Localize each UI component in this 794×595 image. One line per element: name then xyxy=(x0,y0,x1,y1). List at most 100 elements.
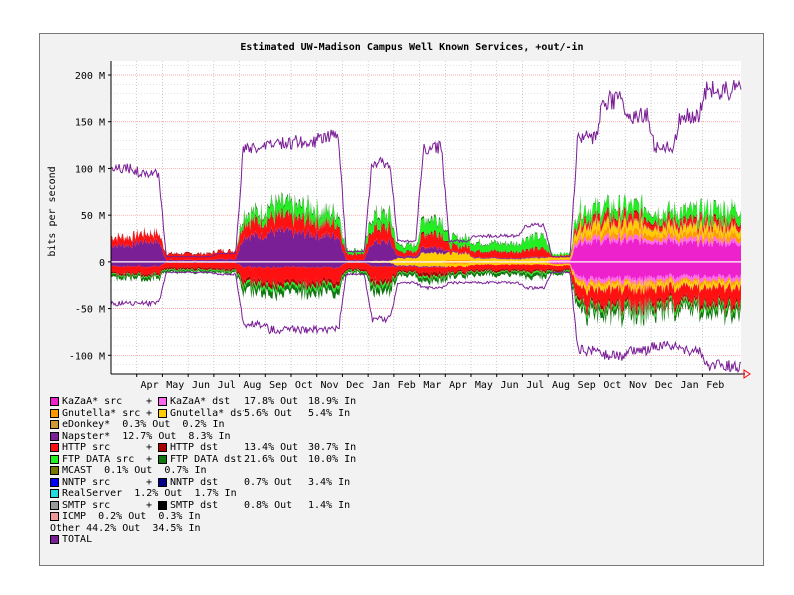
legend-entry-name: FTP DATA src xyxy=(62,453,135,465)
legend-plus: + xyxy=(145,442,153,453)
legend-plus: + xyxy=(145,453,153,465)
x-tick-label: Dec xyxy=(346,380,364,391)
legend-b-swatch xyxy=(158,500,167,510)
x-tick-label: Jul xyxy=(526,380,544,391)
legend-b-swatch xyxy=(158,397,167,407)
x-tick-label: Sep xyxy=(578,380,596,391)
x-tick-label: Feb xyxy=(706,380,724,391)
legend-in-percent: 5.4% In xyxy=(308,407,351,419)
legend-row: Other 44.2% Out 34.5% In xyxy=(50,523,750,535)
x-tick-label: May xyxy=(166,380,184,391)
y-tick-label: 50 M xyxy=(81,211,105,222)
legend-entry-name: Gnutella* dst xyxy=(170,407,244,419)
x-tick-label: Mar xyxy=(423,380,441,391)
x-tick-label: Nov xyxy=(629,380,647,391)
legend-row: eDonkey* 0.3% Out 0.2% In xyxy=(50,419,750,431)
y-axis-label: bits per second xyxy=(47,166,58,256)
x-tick-label: Sep xyxy=(269,380,287,391)
legend-entry-name: KaZaA* src xyxy=(62,396,123,407)
legend-b-swatch xyxy=(158,477,167,487)
legend-entry-text: MCAST 0.1% Out 0.7% In xyxy=(62,465,207,476)
legend-a-swatch xyxy=(50,535,59,545)
legend-in-percent: 3.4% In xyxy=(308,476,351,488)
series-area-in-http-src xyxy=(111,262,741,314)
legend-in-percent: 18.9% In xyxy=(308,396,357,407)
series-area-out-http-src xyxy=(111,208,741,261)
legend-row: HTTP src + HTTP dst 13.4% Out 30.7% In xyxy=(50,442,750,454)
legend-b-swatch xyxy=(158,454,167,464)
legend-out-percent: 13.4% Out xyxy=(244,442,299,453)
legend-in-percent: 10.0% In xyxy=(308,453,357,465)
x-tick-label: Feb xyxy=(398,380,416,391)
legend-a-swatch xyxy=(50,512,59,522)
legend-out-percent: 21.6% Out xyxy=(244,453,299,465)
x-tick-label: Oct xyxy=(295,380,313,391)
legend-plus: + xyxy=(145,396,153,407)
legend-row: MCAST 0.1% Out 0.7% In xyxy=(50,465,750,477)
total-out-line xyxy=(110,79,742,258)
legend-entry-name: NNTP src xyxy=(62,476,111,488)
x-tick-label: Jan xyxy=(681,380,699,391)
legend-a-swatch xyxy=(50,500,59,510)
legend-row: RealServer 1.2% Out 1.7% In xyxy=(50,488,750,500)
legend-a-swatch xyxy=(50,466,59,476)
legend-in-percent: 30.7% In xyxy=(308,442,357,453)
legend-row: NNTP src + NNTP dst 0.7% Out 3.4% In xyxy=(50,477,750,489)
x-axis-arrow xyxy=(743,369,751,379)
legend-a-swatch xyxy=(50,477,59,487)
legend-out-percent: 0.8% Out xyxy=(244,499,293,511)
series-area-in-kazaa-src xyxy=(111,261,741,283)
legend-entry-name: Gnutella* src xyxy=(62,407,140,419)
legend-row: Gnutella* src + Gnutella* dst 5.6% Out 5.4% … xyxy=(50,408,750,420)
series-area-out-gnutella-dst xyxy=(111,217,741,262)
series-area-out-kazaa-src xyxy=(111,236,741,262)
series-area-out-ftp-data-dst xyxy=(111,192,741,256)
legend-b-swatch xyxy=(158,408,167,418)
series-area-out-ftp-data-src xyxy=(111,194,741,257)
legend-plus: + xyxy=(145,499,153,511)
legend-a-swatch xyxy=(50,489,59,499)
legend-entry-name: KaZaA* dst xyxy=(170,396,231,407)
legend-entry-name: SMTP dst xyxy=(170,499,219,511)
legend-out-percent: 17.8% Out xyxy=(244,396,299,407)
legend-plus: + xyxy=(145,407,153,419)
x-tick-label: Apr xyxy=(449,380,467,391)
series-area-out-napster- xyxy=(111,215,741,262)
legend-entry-text: ICMP 0.2% Out 0.3% In xyxy=(62,511,201,522)
x-tick-label: Jul xyxy=(218,380,236,391)
x-tick-label: Jun xyxy=(501,380,519,391)
legend-row: KaZaA* src + KaZaA* dst 17.8% Out 18.9% In xyxy=(50,396,750,408)
legend-entry-name: NNTP dst xyxy=(170,476,219,488)
legend-entry-text: TOTAL xyxy=(62,534,93,545)
legend-row: TOTAL xyxy=(50,534,750,546)
legend-a-swatch xyxy=(50,431,59,441)
chart-title: Estimated UW-Madison Campus Well Known S… xyxy=(240,41,583,53)
x-tick-label: Jan xyxy=(372,380,390,391)
legend-row: SMTP src + SMTP dst 0.8% Out 1.4% In xyxy=(50,500,750,512)
legend-a-swatch xyxy=(50,397,59,407)
x-tick-label: Aug xyxy=(552,380,570,391)
legend-other-text: Other 44.2% Out 34.5% In xyxy=(50,522,201,534)
legend-a-swatch xyxy=(50,408,59,418)
x-tick-label: Nov xyxy=(321,380,339,391)
series-area-out-http-dst xyxy=(111,206,741,257)
legend-a-swatch xyxy=(50,454,59,464)
y-tick-label: 150 M xyxy=(75,118,105,129)
legend-entry-text: RealServer 1.2% Out 1.7% In xyxy=(62,488,237,499)
legend-entry-name: HTTP src xyxy=(62,442,111,453)
total-in-line xyxy=(110,271,742,374)
legend-row: ICMP 0.2% Out 0.3% In xyxy=(50,511,750,523)
series-area-in-ftp-data-dst xyxy=(111,268,741,329)
legend-a-swatch xyxy=(50,420,59,430)
y-tick-label: 100 M xyxy=(75,164,105,175)
legend-a-swatch xyxy=(50,443,59,453)
y-tick-label: 0 xyxy=(99,258,105,269)
legend-row: Napster* 12.7% Out 8.3% In xyxy=(50,431,750,443)
y-tick-label: -100 M xyxy=(69,351,105,362)
legend-b-swatch xyxy=(158,443,167,453)
legend-entry-name: HTTP dst xyxy=(170,442,219,453)
x-tick-label: Jun xyxy=(192,380,210,391)
legend-entry-name: SMTP src xyxy=(62,499,111,511)
legend-row: FTP DATA src + FTP DATA dst 21.6% Out 10.0% … xyxy=(50,454,750,466)
